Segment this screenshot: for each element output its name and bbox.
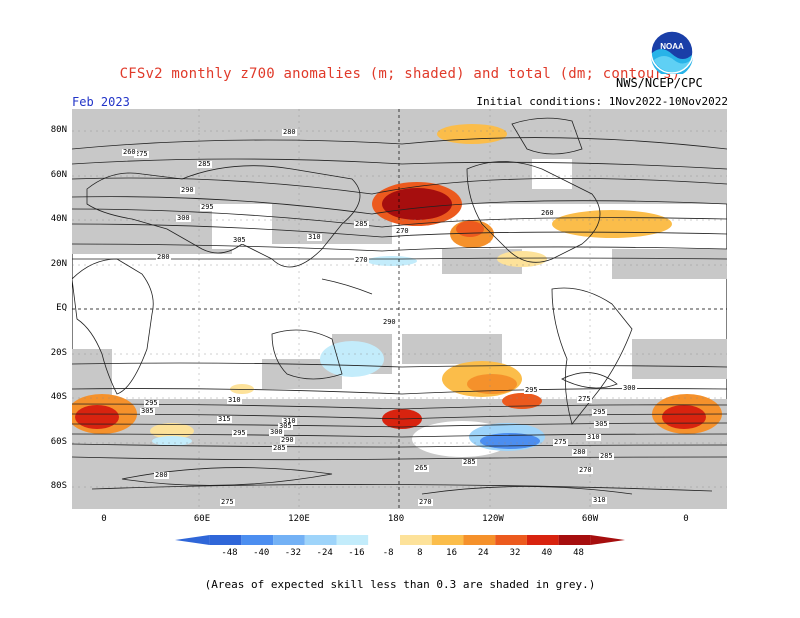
- lat-tick-label: 20S: [50, 348, 67, 358]
- noaa-logo: NOAA: [650, 30, 694, 77]
- contour-label: 300: [176, 214, 191, 222]
- contour-label: 270: [354, 256, 369, 264]
- colorbar-tick-label: 40: [541, 548, 553, 558]
- contour-label: 280: [154, 471, 169, 479]
- contour-label: 275: [553, 438, 568, 446]
- colorbar-arrow-right: [590, 535, 625, 545]
- lat-tick-label: 60N: [50, 170, 67, 180]
- map-svg: [71, 108, 728, 510]
- colorbar-swatch: [400, 535, 432, 545]
- contour-label: 310: [227, 396, 242, 404]
- colorbar-tick-label: 24: [477, 548, 489, 558]
- contour-label: 285: [354, 220, 369, 228]
- colorbar-swatch: [463, 535, 496, 545]
- colorbar-swatch: [495, 535, 527, 545]
- anomaly-cool: [152, 256, 545, 451]
- contour-label: 305: [278, 422, 293, 430]
- contour-label: 280: [282, 128, 297, 136]
- colorbar-swatch: [526, 535, 559, 545]
- colorbar-swatch: [209, 535, 242, 545]
- contour-label: 305: [140, 407, 155, 415]
- noaa-logo-text: NOAA: [660, 42, 684, 51]
- contour-label: 275: [577, 395, 592, 403]
- colorbar-tick-label: -48: [221, 548, 238, 558]
- lat-tick-label: 40S: [50, 392, 67, 402]
- contour-label: 295: [524, 386, 539, 394]
- lat-tick-label: 40N: [50, 214, 67, 224]
- lat-tick-label: EQ: [56, 303, 67, 313]
- colorbar-swatch: [368, 535, 400, 545]
- colorbar-tick-label: 48: [573, 548, 584, 558]
- contour-label: 295: [232, 429, 247, 437]
- contour-label: 295: [144, 399, 159, 407]
- contour-label: 295: [200, 203, 215, 211]
- contour-label: 310: [586, 433, 601, 441]
- contour-label: 310: [307, 233, 322, 241]
- contour-label: 285: [272, 444, 287, 452]
- colorbar-swatch: [273, 535, 305, 545]
- contour-label: 285: [462, 458, 477, 466]
- lat-tick-label: 80S: [50, 481, 67, 491]
- contour-label: 315: [217, 415, 232, 423]
- colorbar-swatch: [336, 535, 369, 545]
- contour-label: 270: [418, 498, 433, 506]
- colorbar-tick-label: 16: [446, 548, 458, 558]
- lon-tick-label: 120W: [482, 514, 504, 524]
- map-panel: 280 275 260 285 290 295 300 305 310 270 280 295 305 3…: [71, 108, 728, 510]
- contour-label: 275: [134, 150, 149, 158]
- contour-label: 285: [599, 452, 614, 460]
- contour-label: 280: [156, 253, 171, 261]
- contours: [72, 137, 727, 495]
- contour-label: 305: [594, 420, 609, 428]
- lon-tick-label: 180: [387, 514, 405, 524]
- colorbar-tick-label: -32: [284, 548, 302, 558]
- contour-label: 265: [414, 464, 429, 472]
- contour-label: 285: [197, 160, 212, 168]
- colorbar-tick-label: 8: [417, 548, 423, 558]
- agency-label: NWS/NCEP/CPC: [616, 76, 703, 90]
- contour-label: 260: [540, 209, 555, 217]
- contour-label: 290: [382, 318, 397, 326]
- contour-label: 270: [395, 227, 410, 235]
- colorbar-swatch: [241, 535, 274, 545]
- contour-label: 290: [280, 436, 295, 444]
- lon-tick-label: 60E: [193, 514, 211, 524]
- grey-shading: [72, 109, 727, 509]
- lon-tick-label: 60W: [581, 514, 599, 524]
- colorbar-tick-label: -8: [382, 548, 394, 558]
- lat-tick-label: 80N: [50, 125, 67, 135]
- contour-label: 270: [578, 466, 593, 474]
- colorbar-arrow-left: [175, 535, 210, 545]
- month-label: Feb 2023: [72, 95, 130, 109]
- colorbar-swatch: [431, 535, 464, 545]
- contour-label: 300: [622, 384, 637, 392]
- colorbar-swatch: [304, 535, 337, 545]
- contour-label-layer: 280 275 260 285 290 295 300 305 310 270 280 295 305 3…: [72, 109, 727, 509]
- lat-tick-label: 60S: [50, 437, 67, 447]
- colorbar-tick-label: -24: [316, 548, 333, 558]
- chart-title: CFSv2 monthly z700 anomalies (m; shaded)…: [119, 66, 681, 82]
- initial-conditions: Initial conditions: 1Nov2022-10Nov2022: [476, 95, 728, 108]
- contour-label: 310: [282, 417, 297, 425]
- contour-label: 290: [180, 186, 195, 194]
- contour-label: 275: [220, 498, 235, 506]
- lat-tick-label: 20N: [50, 259, 67, 269]
- contour-label: 295: [592, 408, 607, 416]
- colorbar: [175, 535, 625, 555]
- contour-label: 310: [592, 496, 607, 504]
- contour-label: 280: [572, 448, 587, 456]
- lon-tick-label: 120E: [288, 514, 310, 524]
- contour-label: 305: [232, 236, 247, 244]
- colorbar-swatch: [558, 535, 591, 545]
- colorbar-tick-label: -16: [348, 548, 365, 558]
- contour-label: 260: [122, 148, 137, 156]
- colorbar-tick-label: 32: [509, 548, 521, 558]
- lon-tick-label: 0: [101, 514, 107, 524]
- coastlines: [72, 117, 713, 492]
- contour-label: 300: [269, 428, 284, 436]
- lon-tick-label: 0: [683, 514, 689, 524]
- colorbar-tick-label: -40: [253, 548, 270, 558]
- skill-footnote: (Areas of expected skill less than 0.3 a…: [204, 578, 596, 591]
